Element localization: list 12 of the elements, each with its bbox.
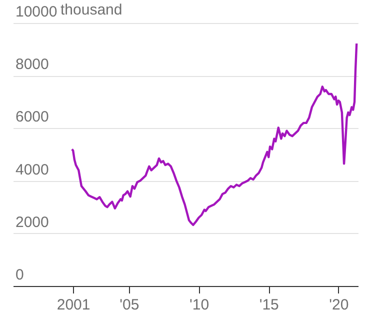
x-tick-label: '15 [259, 296, 279, 314]
y-tick-label: 4000 [16, 161, 49, 178]
y-tick-label: 6000 [16, 108, 49, 126]
x-tick-label: '05 [120, 296, 140, 314]
y-tick-label: 0 [16, 266, 24, 284]
x-tick-label: '10 [189, 296, 210, 314]
x-tick-label: '20 [329, 296, 349, 314]
x-tick-label: 2001 [56, 296, 90, 314]
y-tick-label: 2000 [16, 214, 49, 231]
y-tick-label: 8000 [16, 56, 49, 74]
y-axis-title: thousand [60, 2, 122, 18]
y-tick-label: 10000 [16, 4, 58, 20]
